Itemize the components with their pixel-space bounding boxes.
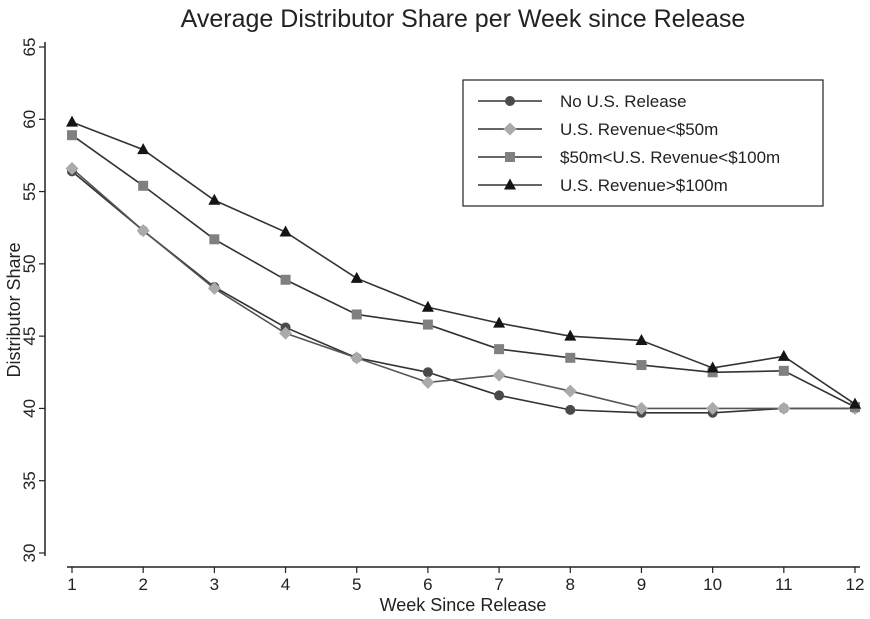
data-point <box>138 180 149 191</box>
legend-marker <box>504 178 516 190</box>
data-point <box>350 351 364 365</box>
data-point <box>565 352 576 363</box>
x-tick-label: 8 <box>566 575 575 594</box>
data-point <box>493 316 506 328</box>
x-tick-label: 10 <box>703 575 722 594</box>
legend-label: $50m<U.S. Revenue<$100m <box>560 148 780 167</box>
data-point <box>279 326 293 340</box>
x-tick-label: 4 <box>281 575 290 594</box>
chart-title: Average Distributor Share per Week since… <box>181 5 746 33</box>
legend: No U.S. Release U.S. Revenue<$50m $50m<U.S… <box>462 79 824 207</box>
legend-label: No U.S. Release <box>560 92 687 111</box>
legend-label: U.S. Revenue>$100m <box>560 176 728 195</box>
x-tick-label: 3 <box>210 575 219 594</box>
data-point <box>563 384 577 398</box>
data-point <box>777 401 791 415</box>
data-point <box>777 349 790 361</box>
data-point <box>421 375 435 389</box>
legend-item: U.S. Revenue>$100m <box>478 176 728 195</box>
data-point <box>67 130 77 141</box>
series-layer <box>65 115 862 418</box>
x-tick-label: 11 <box>775 575 793 594</box>
data-point <box>207 281 221 295</box>
data-point <box>351 309 362 320</box>
y-axis-title: Distributor Share <box>4 242 24 377</box>
data-point <box>279 225 292 237</box>
data-point <box>422 319 433 330</box>
x-tick-label: 6 <box>423 575 432 594</box>
series-line <box>71 121 856 405</box>
data-point <box>280 274 291 285</box>
x-tick-label: 9 <box>637 575 646 594</box>
data-point <box>494 344 505 355</box>
series-4 <box>66 115 861 409</box>
series-line <box>71 167 855 410</box>
data-point <box>136 224 150 238</box>
legend-item: U.S. Revenue<$50m <box>478 120 718 139</box>
data-point <box>634 401 648 415</box>
data-point <box>422 367 433 378</box>
x-tick-label: 7 <box>494 575 503 594</box>
data-point <box>494 390 505 401</box>
x-axis-title: Week Since Release <box>380 595 547 614</box>
legend-marker <box>503 122 517 136</box>
data-point <box>350 271 363 283</box>
y-tick-label: 45 <box>20 327 39 346</box>
data-point <box>706 401 720 415</box>
data-point <box>564 329 577 341</box>
data-point <box>635 333 648 345</box>
y-tick-label: 50 <box>20 254 39 273</box>
legend-marker <box>505 152 515 162</box>
legend-item: No U.S. Release <box>478 92 687 111</box>
y-tick-label: 30 <box>20 544 39 563</box>
y-tick-label: 40 <box>20 399 39 418</box>
legend-label: U.S. Revenue<$50m <box>560 120 718 139</box>
data-point <box>421 300 434 312</box>
data-point <box>636 360 647 371</box>
data-point <box>778 365 789 376</box>
data-point <box>492 368 506 382</box>
data-point <box>565 404 576 415</box>
x-tick-label: 12 <box>846 575 865 594</box>
x-tick-label: 5 <box>352 575 361 594</box>
legend-marker <box>505 96 515 106</box>
series-3 <box>67 130 860 412</box>
x-tick-label: 2 <box>138 575 147 594</box>
legend-item: $50m<U.S. Revenue<$100m <box>478 148 780 167</box>
data-point <box>66 115 78 127</box>
series-line <box>71 134 856 408</box>
y-tick-label: 65 <box>20 38 39 57</box>
series-line <box>71 170 855 414</box>
y-tick-label: 60 <box>20 110 39 129</box>
x-tick-label: 1 <box>67 575 76 594</box>
data-point <box>65 161 79 175</box>
data-point <box>849 397 861 409</box>
y-tick-label: 35 <box>20 471 39 490</box>
data-point <box>137 143 150 155</box>
y-tick-label: 55 <box>20 182 39 201</box>
data-point <box>208 193 221 205</box>
data-point <box>209 234 220 245</box>
data-point <box>706 361 719 373</box>
